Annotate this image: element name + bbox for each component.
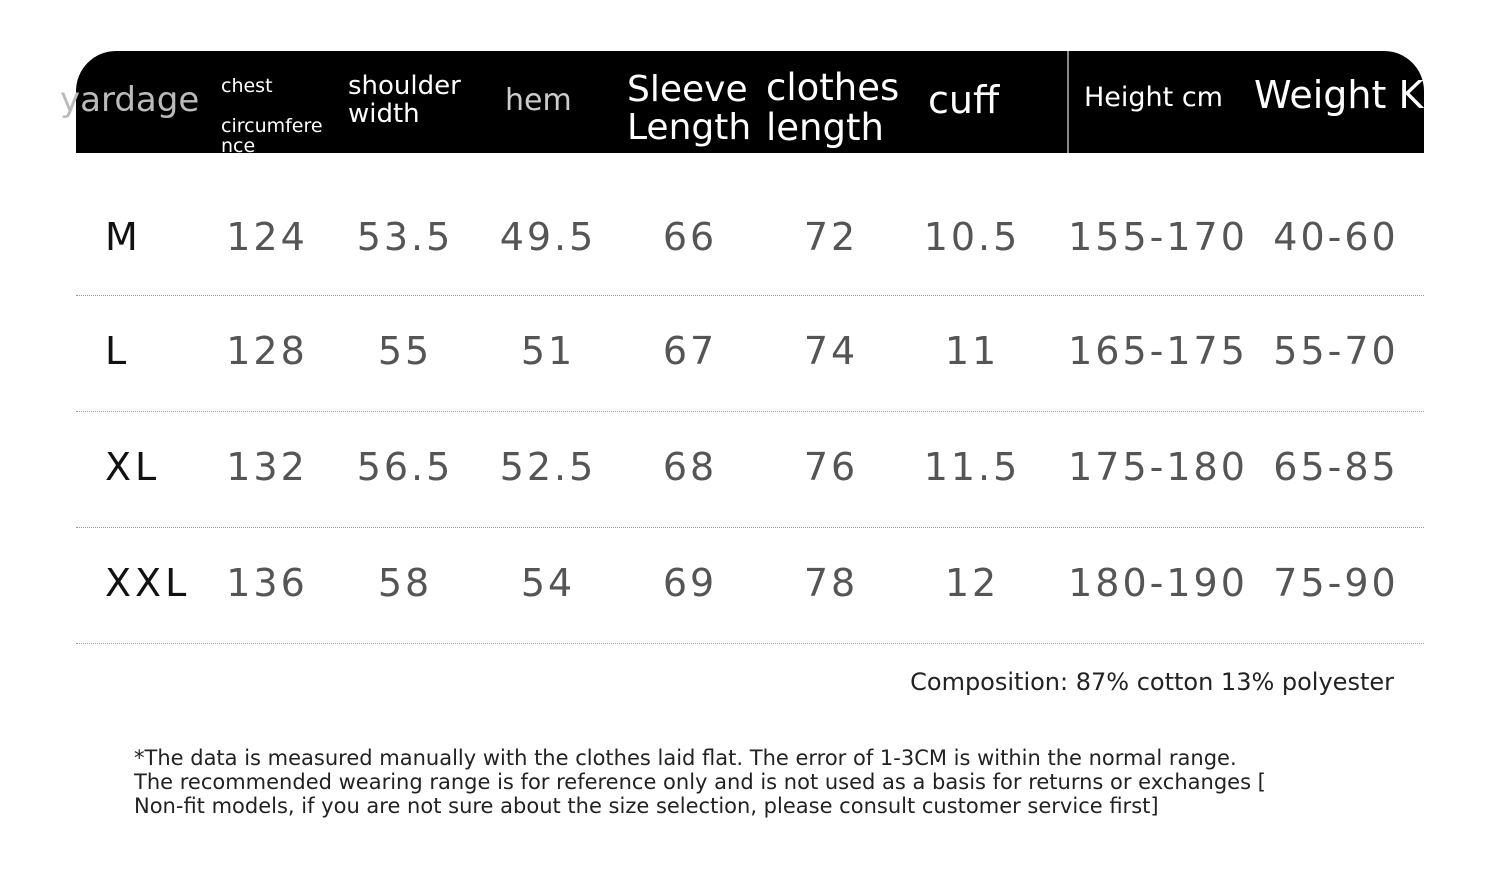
note-line-2: The recommended wearing range is for ref… [134,770,1266,794]
header-divider [1067,51,1069,153]
header-cuff: cuff [928,78,1000,122]
cell-height: 180-190 [1068,561,1248,605]
cell-shoulder: 56.5 [356,445,454,489]
header-shoulder-2: width [348,99,420,129]
cell-height: 165-175 [1068,329,1248,373]
size-label: XXL [105,561,191,605]
cell-shoulder: 53.5 [356,215,454,259]
cell-length: 72 [803,215,859,259]
cell-length: 74 [803,329,859,373]
header-chest-3: nce [221,135,256,153]
cell-weight: 55-70 [1273,329,1399,373]
cell-height: 155-170 [1068,215,1248,259]
cell-cuff: 10.5 [923,215,1021,259]
header-clothes-2: length [766,106,884,149]
cell-length: 76 [803,445,859,489]
cell-cuff: 12 [944,561,1000,605]
size-label: L [105,329,131,373]
header-weight: Weight KG [1254,73,1424,117]
cell-hem: 52.5 [499,445,597,489]
cell-chest: 132 [226,445,308,489]
cell-chest: 124 [226,215,308,259]
cell-hem: 51 [520,329,576,373]
row-divider [76,411,1424,412]
cell-weight: 75-90 [1273,561,1399,605]
cell-cuff: 11.5 [923,445,1021,489]
header-yardage: yardage [60,80,200,120]
cell-shoulder: 58 [377,561,433,605]
header-chest-1: chest [221,75,273,97]
header-sleeve-1: Sleeve [627,69,748,110]
cell-sleeve: 66 [662,215,718,259]
measurement-note: *The data is measured manually with the … [134,746,1266,818]
cell-length: 78 [803,561,859,605]
cell-chest: 128 [226,329,308,373]
cell-hem: 54 [520,561,576,605]
cell-sleeve: 67 [662,329,718,373]
cell-height: 175-180 [1068,445,1248,489]
cell-sleeve: 68 [662,445,718,489]
cell-shoulder: 55 [377,329,433,373]
header-shoulder-1: shoulder [348,71,461,101]
header-sleeve-2: Length [627,107,752,148]
note-line-1: *The data is measured manually with the … [134,746,1237,770]
row-divider [76,527,1424,528]
note-line-3: Non-fit models, if you are not sure abou… [134,794,1159,818]
size-label: XL [105,445,161,489]
composition: Composition: 87% cotton 13% polyester [910,668,1394,696]
cell-hem: 49.5 [499,215,597,259]
cell-chest: 136 [226,561,308,605]
size-label: M [105,215,142,259]
header-height: Height cm [1084,82,1223,113]
row-divider [76,643,1424,644]
cell-weight: 40-60 [1273,215,1399,259]
header-chest-2: circumfere [221,115,323,137]
cell-sleeve: 69 [662,561,718,605]
cell-cuff: 11 [944,329,1000,373]
row-divider [76,295,1424,296]
header-clothes-1: clothes [766,66,900,109]
header-hem: hem [505,83,572,118]
table-header: chest circumfere nce shoulder width hem … [76,51,1424,153]
cell-weight: 65-85 [1273,445,1399,489]
